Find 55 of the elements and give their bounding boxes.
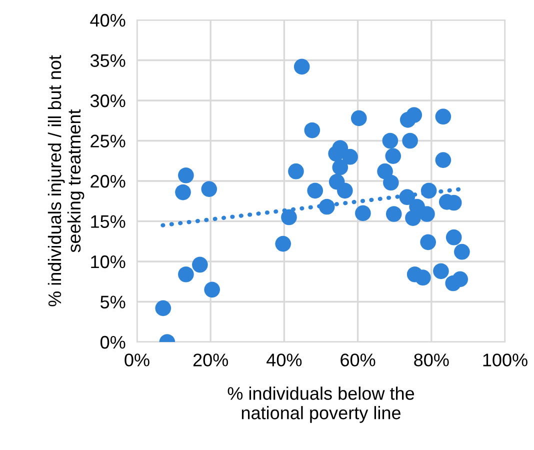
- point: [294, 58, 310, 75]
- point: [304, 122, 320, 138]
- point: [175, 184, 191, 200]
- point: [337, 182, 353, 199]
- point: [328, 146, 344, 162]
- x-tick-label: 0%: [124, 354, 150, 366]
- point: [350, 110, 367, 126]
- point: [454, 244, 470, 260]
- point: [192, 256, 208, 273]
- point: [420, 182, 437, 199]
- x-axis-title: % individuals below the national poverty line: [228, 386, 414, 423]
- point: [419, 206, 435, 222]
- point: [452, 271, 468, 288]
- y-tick-label: 10%: [91, 255, 126, 268]
- point: [399, 189, 416, 206]
- y-tick-label: 20%: [90, 174, 126, 188]
- y-tick-label: 5%: [100, 296, 126, 308]
- x-tick-label: 20%: [193, 354, 228, 366]
- point: [275, 236, 292, 252]
- point: [178, 266, 194, 282]
- x-tick-label: 100%: [483, 354, 528, 366]
- x-tick-label: 40%: [266, 354, 302, 366]
- point: [402, 132, 418, 149]
- point: [420, 234, 436, 250]
- point: [178, 167, 194, 184]
- x-tick-label: 60%: [340, 354, 376, 366]
- point: [201, 181, 218, 197]
- point: [383, 174, 399, 191]
- y-tick-label: 35%: [90, 54, 126, 67]
- point: [318, 198, 335, 215]
- y-tick-label: 15%: [91, 215, 126, 228]
- y-tick-label: 40%: [90, 14, 126, 27]
- point: [332, 159, 348, 176]
- point: [435, 108, 452, 125]
- y-tick-label: 30%: [90, 94, 126, 108]
- y-tick-label: 0%: [100, 336, 126, 349]
- point: [342, 148, 358, 165]
- point: [405, 210, 421, 226]
- x-tick-label: 80%: [414, 354, 449, 366]
- point: [355, 205, 371, 222]
- point: [307, 182, 324, 199]
- point: [288, 163, 304, 180]
- y-tick-label: 25%: [90, 134, 126, 148]
- point: [204, 282, 220, 298]
- point: [386, 206, 402, 222]
- point: [382, 132, 398, 149]
- point: [433, 263, 449, 280]
- point: [446, 229, 462, 246]
- point: [385, 148, 402, 164]
- y-axis-title: % individuals injured / ill but not seeking treatment: [48, 55, 84, 306]
- point: [435, 152, 452, 168]
- point: [415, 270, 431, 286]
- point: [155, 300, 172, 316]
- point: [281, 209, 297, 226]
- point: [406, 107, 422, 123]
